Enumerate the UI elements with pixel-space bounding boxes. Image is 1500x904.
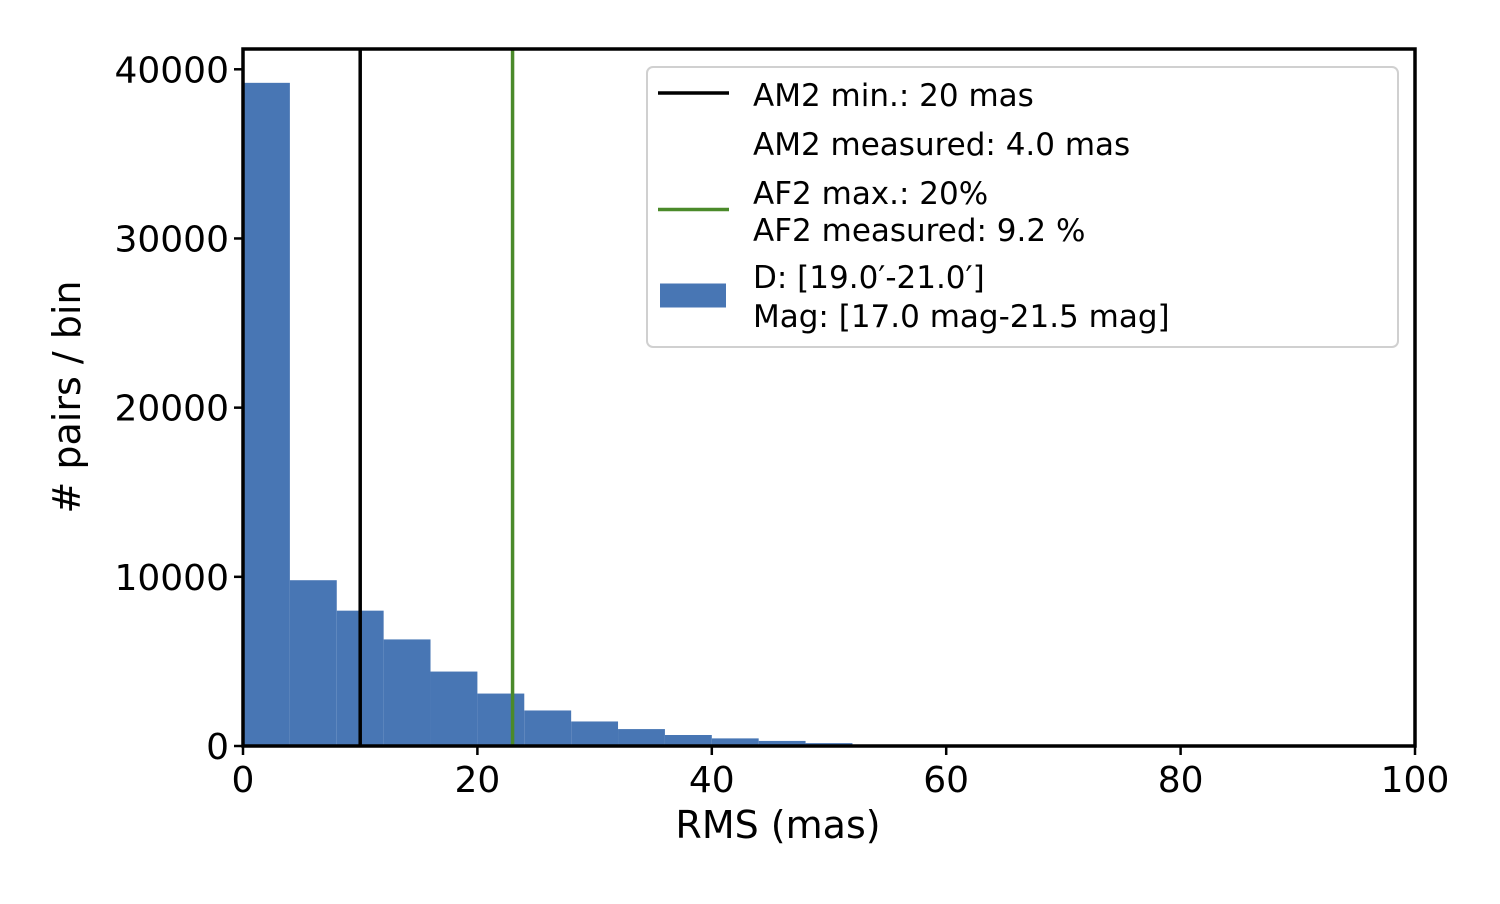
histogram-bar [290, 580, 337, 746]
legend-patch-marker [660, 284, 726, 308]
legend-label: AM2 measured: 4.0 mas [753, 127, 1130, 163]
y-tick-label: 0 [206, 727, 229, 768]
x-axis-label: RMS (mas) [675, 803, 880, 847]
histogram-bar [571, 721, 618, 746]
histogram-bar [431, 672, 478, 746]
x-tick-label: 100 [1381, 760, 1450, 801]
histogram-bar [384, 639, 431, 746]
x-tick-label: 60 [923, 760, 969, 801]
legend-label: AF2 max.: 20% [753, 176, 988, 212]
y-tick-label: 40000 [114, 50, 229, 91]
histogram-bar [243, 83, 290, 746]
x-tick-label: 80 [1158, 760, 1204, 801]
y-tick-label: 30000 [114, 219, 229, 260]
y-tick-label: 20000 [114, 389, 229, 430]
legend-label: D: [19.0′-21.0′] [753, 260, 985, 296]
histogram-bar [524, 710, 571, 746]
x-tick-label: 40 [689, 760, 735, 801]
legend-label: AM2 min.: 20 mas [753, 78, 1034, 114]
y-axis-label: # pairs / bin [45, 280, 89, 513]
legend-label: Mag: [17.0 mag-21.5 mag] [753, 299, 1170, 335]
histogram-bar [477, 694, 524, 746]
y-tick-label: 10000 [114, 558, 229, 599]
x-tick-label: 0 [232, 760, 255, 801]
histogram-bar [618, 729, 665, 746]
x-tick-label: 20 [454, 760, 500, 801]
legend-label: AF2 measured: 9.2 % [753, 213, 1085, 249]
